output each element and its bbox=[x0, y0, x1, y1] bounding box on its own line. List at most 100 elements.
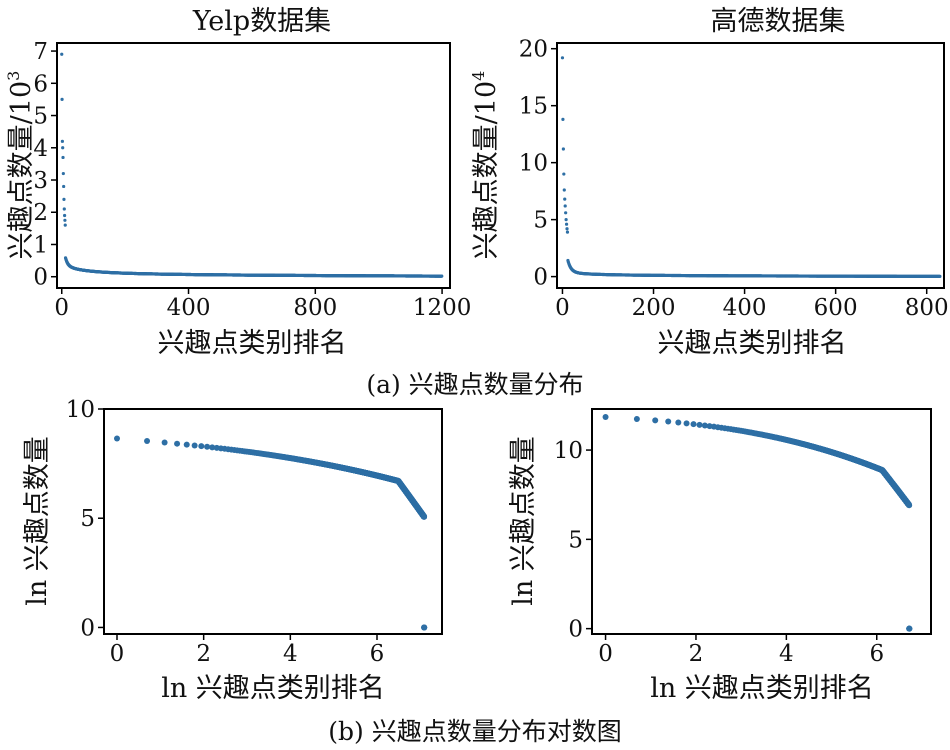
y-tick-label: 5 bbox=[33, 104, 48, 130]
data-point bbox=[564, 222, 569, 226]
data-point bbox=[696, 421, 703, 428]
x-tick-label: 0 bbox=[110, 641, 125, 667]
y-tick-label: 5 bbox=[568, 527, 583, 553]
x-tick-label: 2 bbox=[196, 641, 211, 667]
data-point bbox=[183, 441, 190, 448]
y-tick-label: 1 bbox=[33, 232, 48, 258]
data-point bbox=[563, 204, 567, 208]
y-tick-label: 10 bbox=[554, 438, 583, 464]
y-tick-label: 0 bbox=[33, 265, 48, 291]
x-ticks: 0 400 800 1200 bbox=[54, 288, 471, 321]
x-tick-label: 6 bbox=[370, 641, 385, 667]
data-point bbox=[62, 197, 66, 201]
x-ticks: 0 2 4 6 bbox=[598, 634, 884, 667]
y-ticks: 0 1 2 3 4 5 6 7 bbox=[33, 39, 57, 291]
y-axis-label: 兴趣点数量/104 bbox=[469, 71, 502, 260]
y-tick-label: 2 bbox=[33, 200, 48, 226]
x-tick-label: 0 bbox=[555, 295, 570, 321]
data-point bbox=[665, 418, 672, 425]
panel-yelp-log: 0 2 4 6 0 5 10 ln 兴趣点类别排名 ln 兴趣点数量 bbox=[22, 397, 443, 704]
caption-a: (a) 兴趣点数量分布 bbox=[366, 370, 583, 399]
data-point bbox=[421, 513, 428, 520]
chart-title: 高德数据集 bbox=[711, 6, 846, 37]
x-tick-label: 400 bbox=[167, 295, 211, 321]
y-tick-label: 6 bbox=[33, 71, 48, 97]
x-tick-label: 4 bbox=[283, 641, 298, 667]
y-tick-label: 10 bbox=[66, 397, 95, 423]
y-ticks: 0 5 10 bbox=[554, 438, 592, 643]
data-point bbox=[652, 417, 659, 424]
panel-gaode: 高德数据集 0 200 400 600 800 0 5 10 15 20 兴趣点类别排名 兴趣点… bbox=[469, 6, 949, 359]
data-point bbox=[906, 502, 913, 509]
x-tick-label: 0 bbox=[54, 295, 69, 321]
y-tick-label: 5 bbox=[533, 208, 548, 234]
y-ticks: 0 5 10 15 20 bbox=[519, 37, 557, 291]
data-point bbox=[562, 188, 566, 192]
y-axis-label: 兴趣点数量/103 bbox=[4, 71, 37, 260]
data-point bbox=[565, 230, 570, 234]
data-point bbox=[174, 440, 181, 447]
y-tick-label: 7 bbox=[33, 39, 48, 65]
plot-frame bbox=[56, 42, 451, 289]
data-point bbox=[701, 422, 708, 429]
data-point bbox=[906, 625, 913, 632]
data-point bbox=[440, 274, 444, 278]
data-points bbox=[60, 52, 444, 278]
x-tick-label: 400 bbox=[723, 295, 767, 321]
data-point bbox=[204, 443, 211, 450]
y-tick-label: 0 bbox=[533, 265, 548, 291]
data-point bbox=[60, 52, 64, 56]
y-tick-label: 15 bbox=[519, 94, 548, 120]
data-point bbox=[61, 171, 65, 176]
data-point bbox=[114, 435, 120, 442]
data-point bbox=[938, 274, 942, 278]
x-tick-label: 800 bbox=[293, 295, 337, 321]
x-axis-label: 兴趣点类别排名 bbox=[158, 328, 347, 359]
y-tick-label: 4 bbox=[33, 136, 48, 162]
plot-frame bbox=[591, 408, 932, 635]
panel-yelp: Yelp数据集 0 400 800 1200 0 1 2 3 4 5 6 7 兴趣点类别排名 兴趣点… bbox=[4, 6, 471, 359]
y-axis-label-exponent: 4 bbox=[469, 71, 488, 81]
y-axis-label: ln 兴趣点数量 bbox=[22, 436, 53, 606]
data-point bbox=[633, 416, 640, 423]
data-point bbox=[144, 437, 151, 444]
data-point bbox=[63, 218, 67, 222]
data-point bbox=[62, 184, 66, 189]
x-tick-label: 800 bbox=[905, 295, 949, 321]
y-axis-label-exponent: 3 bbox=[4, 71, 23, 81]
y-tick-label: 20 bbox=[519, 37, 548, 63]
data-point bbox=[60, 97, 64, 102]
data-point bbox=[675, 419, 682, 426]
data-point bbox=[63, 223, 67, 227]
data-point bbox=[563, 197, 567, 201]
plot-frame bbox=[556, 42, 945, 289]
data-point bbox=[61, 155, 65, 160]
x-tick-label: 600 bbox=[814, 295, 858, 321]
data-point bbox=[60, 139, 64, 143]
x-tick-label: 6 bbox=[869, 641, 884, 667]
data-point bbox=[602, 414, 609, 421]
data-point bbox=[209, 444, 216, 451]
plot-frame bbox=[103, 408, 443, 635]
data-point bbox=[564, 211, 568, 215]
data-point bbox=[161, 439, 168, 446]
data-point bbox=[198, 443, 205, 450]
x-tick-label: 1200 bbox=[413, 295, 472, 321]
x-axis-label: ln 兴趣点类别排名 bbox=[650, 673, 874, 704]
x-tick-label: 0 bbox=[598, 641, 613, 667]
y-tick-label: 5 bbox=[80, 506, 95, 532]
data-points bbox=[560, 56, 942, 278]
caption-b: (b) 兴趣点数量分布对数图 bbox=[328, 717, 621, 746]
chart-title: Yelp数据集 bbox=[192, 6, 331, 37]
x-tick-label: 200 bbox=[632, 295, 676, 321]
data-point bbox=[690, 421, 697, 428]
data-point bbox=[560, 56, 565, 60]
data-point bbox=[421, 624, 428, 631]
data-point bbox=[561, 117, 565, 121]
y-tick-label: 0 bbox=[568, 617, 583, 643]
data-points bbox=[602, 414, 913, 632]
panel-gaode-log: 0 2 4 6 0 5 10 ln 兴趣点类别排名 ln 兴趣点数量 bbox=[508, 408, 932, 704]
data-points bbox=[114, 435, 428, 631]
y-tick-label: 10 bbox=[519, 151, 548, 177]
